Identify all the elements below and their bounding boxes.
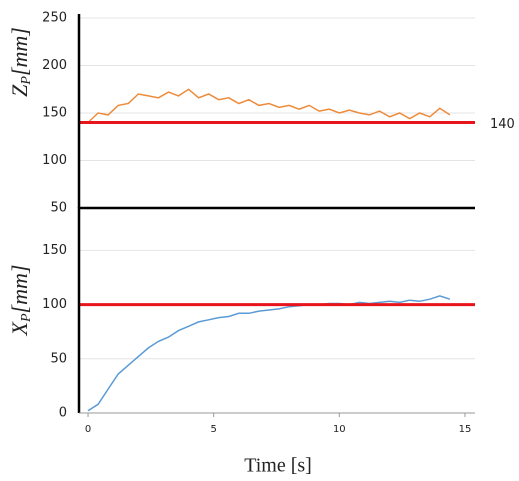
y-axis-label: ZP[mm] xyxy=(7,27,34,97)
data-line xyxy=(87,295,451,412)
y-label-unit: [mm] xyxy=(7,265,32,314)
y-tick-label: 50 xyxy=(50,351,67,366)
x-tick-label: 15 xyxy=(459,424,472,435)
x-tick-label: 10 xyxy=(333,424,346,435)
x-axis-label: Time [s] xyxy=(244,455,312,477)
y-label-subscript: P xyxy=(19,76,34,86)
x-tick-label: 0 xyxy=(85,424,91,435)
x-tick-label: 5 xyxy=(210,424,216,435)
y-label-subscript: P xyxy=(19,313,34,323)
y-label-symbol: X xyxy=(7,320,32,336)
y-tick-label: 150 xyxy=(42,106,67,121)
reference-label: 140 xyxy=(490,117,515,132)
y-tick-label: 0 xyxy=(59,406,67,421)
data-line xyxy=(87,88,451,124)
y-tick-label: 50 xyxy=(50,201,67,216)
y-axis-label: XP[mm] xyxy=(7,265,34,337)
y-tick-label: 100 xyxy=(42,297,67,312)
y-tick-label: 150 xyxy=(42,243,67,258)
y-label-symbol: Z xyxy=(7,84,32,97)
y-tick-label: 200 xyxy=(42,58,67,73)
y-label-unit: [mm] xyxy=(7,27,32,76)
y-tick-label: 250 xyxy=(42,11,67,26)
y-tick-label: 100 xyxy=(42,153,67,168)
